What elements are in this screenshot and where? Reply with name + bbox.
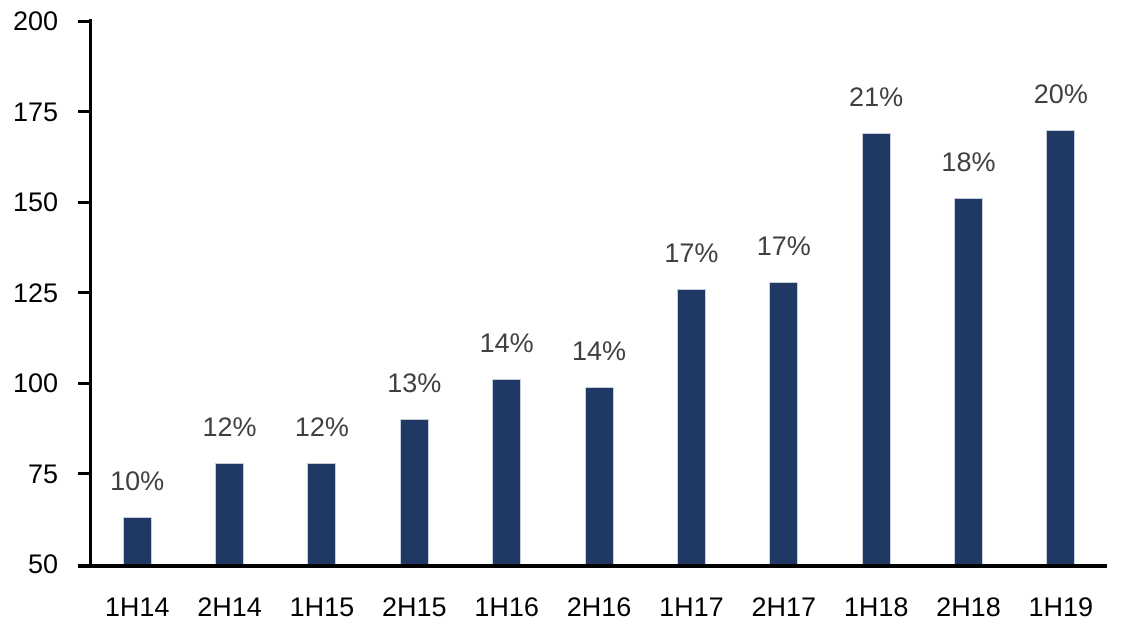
y-tick-label: 175 [12, 96, 58, 127]
bar [861, 133, 891, 564]
bar-value-label: 12% [294, 411, 349, 442]
y-tick-label: 75 [27, 458, 58, 489]
bar [769, 281, 799, 564]
bar-value-label: 18% [941, 147, 996, 178]
bar [584, 386, 614, 564]
y-tick-label: 150 [12, 187, 58, 217]
x-category-label: 2H14 [197, 592, 262, 622]
bar-value-label: 13% [387, 368, 442, 399]
y-tick-mark [78, 472, 89, 475]
y-tick-mark [78, 200, 89, 204]
bar [676, 288, 706, 564]
x-category-label: 1H17 [659, 592, 724, 622]
x-category-label: 2H18 [936, 592, 1001, 622]
x-category-label: 1H14 [104, 592, 170, 622]
bar [307, 462, 337, 564]
bar-value-label: 21% [849, 82, 904, 113]
y-tick-label: 125 [12, 277, 58, 308]
y-tick-label: 50 [27, 549, 58, 579]
y-tick-mark [78, 381, 89, 385]
y-tick-label: 200 [12, 6, 58, 36]
x-category-label: 2H16 [566, 592, 632, 622]
bar-value-label: 14% [479, 328, 534, 359]
bar [215, 462, 245, 564]
bar [122, 516, 152, 564]
bar [1046, 129, 1076, 564]
x-category-label: 1H15 [289, 592, 355, 622]
y-tick-mark [78, 19, 89, 23]
bar-value-label: 20% [1033, 78, 1088, 109]
x-axis-line [78, 564, 1107, 568]
bar [953, 198, 983, 564]
bar-value-label: 17% [756, 230, 811, 261]
bar [492, 379, 522, 564]
x-category-label: 1H19 [1028, 592, 1094, 622]
x-category-label: 2H15 [381, 592, 447, 622]
bar-value-label: 12% [202, 411, 257, 442]
bar-value-label: 17% [664, 237, 719, 268]
x-category-label: 2H17 [751, 592, 816, 622]
bar [399, 419, 429, 564]
y-axis-line [89, 19, 92, 568]
y-tick-mark [78, 110, 89, 113]
bar-value-label: 14% [571, 335, 627, 366]
y-tick-mark [78, 291, 89, 294]
bar-value-label: 10% [110, 465, 165, 496]
y-tick-label: 100 [12, 368, 58, 398]
x-category-label: 1H16 [474, 592, 539, 622]
x-category-label: 1H18 [843, 592, 909, 622]
